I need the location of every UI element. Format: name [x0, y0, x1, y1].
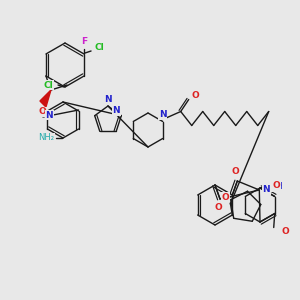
Text: O: O [214, 203, 222, 212]
Text: O: O [38, 107, 46, 116]
Text: Cl: Cl [43, 80, 53, 89]
Text: N: N [159, 110, 166, 119]
Text: O: O [272, 181, 280, 190]
Text: F: F [81, 37, 87, 46]
Text: N: N [104, 95, 112, 104]
Polygon shape [40, 90, 51, 107]
Text: NH: NH [270, 182, 283, 191]
Text: N: N [262, 185, 270, 194]
Text: NH₂: NH₂ [38, 134, 54, 142]
Text: O: O [231, 167, 239, 176]
Text: N: N [46, 110, 53, 119]
Text: O: O [221, 193, 229, 202]
Text: O: O [282, 227, 290, 236]
Text: N: N [112, 106, 120, 115]
Text: Cl: Cl [94, 44, 104, 52]
Text: O: O [192, 91, 200, 100]
